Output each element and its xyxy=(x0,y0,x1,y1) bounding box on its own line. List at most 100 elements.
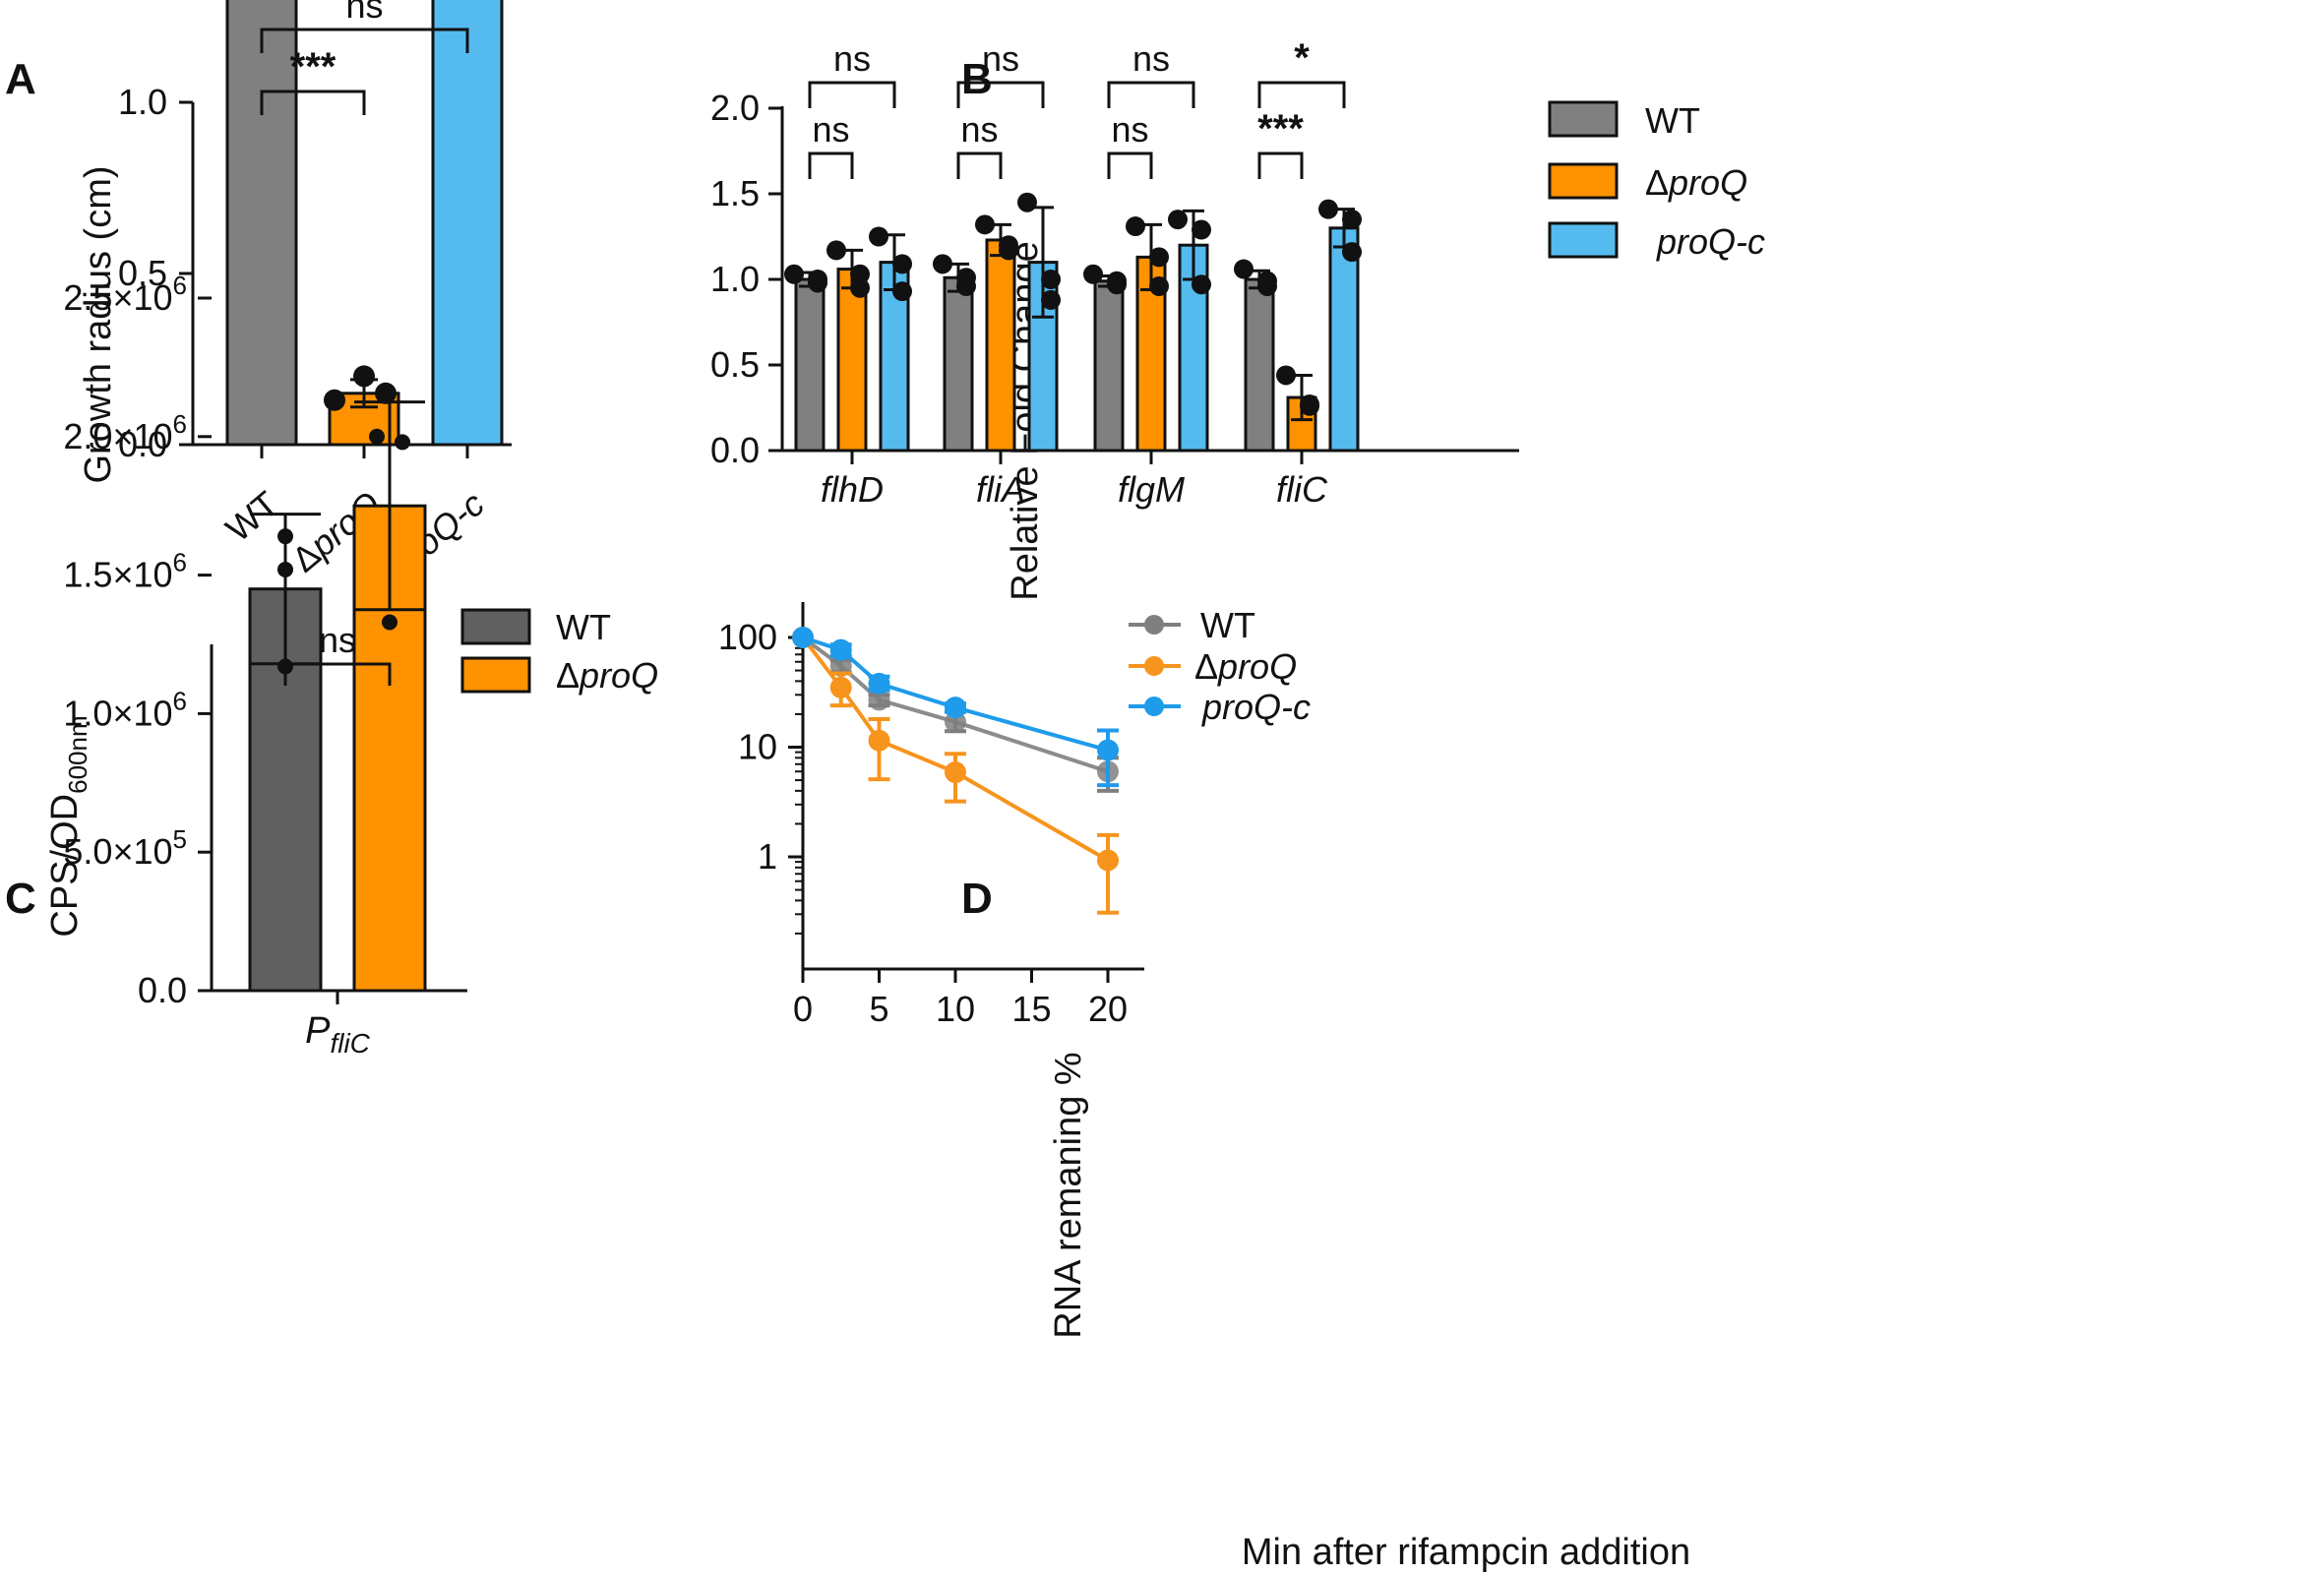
panel-b-sig-inner-label: ns xyxy=(812,109,849,150)
panel-c-ytick-label: 1.0×106 xyxy=(63,686,187,733)
panel-b-point xyxy=(1083,264,1103,284)
panel-b-bar xyxy=(1244,277,1275,453)
panel-b-point xyxy=(1257,271,1277,291)
panel-d-point xyxy=(868,689,890,711)
panel-b-point xyxy=(1149,275,1169,296)
panel-d-ylabel: RNA remaning % xyxy=(1048,1052,1089,1338)
panel-c-point xyxy=(369,428,385,445)
panel-d-xtick-label: 20 xyxy=(1088,989,1128,1029)
panel-b-point xyxy=(784,264,804,284)
panel-b-letter: B xyxy=(961,55,993,103)
panel-d-point xyxy=(868,672,890,695)
panel-b-ytick-label: 1.5 xyxy=(710,173,760,213)
panel-b-chart: Relative Fold Change 0.00.51.01.52.0flhD… xyxy=(710,36,1765,601)
panel-b-sig-outer-label: ns xyxy=(982,38,1019,79)
panel-d-legend-label: ΔproQ xyxy=(1194,646,1297,687)
panel-b-sig-outer-bracket xyxy=(1257,81,1346,108)
panel-c-legend-label: WT xyxy=(556,607,611,647)
panel-b-bar xyxy=(794,277,826,453)
panel-b-ytick-label: 2.0 xyxy=(710,88,760,128)
panel-b-point xyxy=(1168,210,1188,230)
panel-b-xtick-label: flhD xyxy=(821,469,884,510)
panel-b-sig-inner-label: *** xyxy=(1257,107,1304,151)
panel-d-point xyxy=(1097,849,1119,872)
panel-b-legend-swatch xyxy=(1548,100,1619,138)
panel-b-point xyxy=(1276,365,1296,386)
panel-b-point xyxy=(1041,289,1061,310)
panel-b-ytick-label: 0.0 xyxy=(710,430,760,470)
panel-b-point xyxy=(1149,247,1169,268)
panel-b-sig-outer-label: ns xyxy=(1132,38,1170,79)
panel-d-point xyxy=(829,654,852,677)
panel-d-xtick-label: 10 xyxy=(936,989,975,1029)
panel-d-chart: RNA remaning % Min after rifampcin addit… xyxy=(718,602,1690,1573)
panel-b-sig-outer-label: * xyxy=(1294,36,1310,80)
panel-c-ytick-label: 2.0×106 xyxy=(63,409,187,456)
panel-b-bar xyxy=(1328,226,1360,453)
panel-c-legend-swatch xyxy=(460,656,531,694)
panel-d-ytick-label: 10 xyxy=(738,727,777,767)
panel-b-point xyxy=(1318,199,1338,219)
panel-b-point xyxy=(1041,270,1061,289)
panel-b-point xyxy=(826,240,846,261)
panel-b-sig-inner-bracket xyxy=(1257,151,1304,179)
panel-b-xtick-label: fliC xyxy=(1276,469,1328,510)
panel-b-point xyxy=(892,254,912,274)
panel-d-xtick-label: 0 xyxy=(793,989,813,1029)
panel-d-point xyxy=(1097,739,1119,761)
panel-d-ytick-label: 100 xyxy=(718,617,777,657)
panel-b-point xyxy=(999,240,1018,261)
panel-a-xtick-label: WT xyxy=(218,483,286,549)
panel-c-ytick-label: 0.0 xyxy=(138,970,187,1010)
panel-b-point xyxy=(808,270,827,289)
panel-c-xlabel: PfliC xyxy=(305,1010,371,1059)
panel-b-bar xyxy=(985,238,1016,453)
panel-a-ytick-label: 0.5 xyxy=(118,253,167,293)
panel-b-bar xyxy=(943,275,974,453)
panel-d-point xyxy=(868,729,890,752)
panel-b-sig-outer-label: ns xyxy=(833,38,871,79)
panel-d-point xyxy=(829,638,852,661)
panel-b-sig-outer-bracket xyxy=(956,81,1045,108)
panel-c-ytick-label: 2.5×106 xyxy=(63,271,187,318)
panel-b-xtick-label: flgM xyxy=(1118,469,1185,510)
panel-c-sig-label: ns xyxy=(319,620,356,660)
panel-a-ylabel: Growth radius (cm) xyxy=(78,165,119,483)
panel-b-point xyxy=(1192,274,1211,295)
panel-c-point xyxy=(277,561,293,577)
panel-d-xlabel: Min after rifampcin addition xyxy=(1242,1532,1690,1573)
panel-c-legend-label: ΔproQ xyxy=(556,655,658,696)
panel-b-xtick-label: fliA xyxy=(976,469,1025,510)
panel-b-ytick-label: 0.5 xyxy=(710,344,760,385)
panel-a-ytick-label: 1.0 xyxy=(118,82,167,122)
panel-b-point xyxy=(1342,210,1362,230)
panel-d-point xyxy=(945,697,966,719)
panel-b-point xyxy=(892,281,912,302)
panel-d-legend-label: proQ-c xyxy=(1201,687,1311,727)
panel-b-legend-label: ΔproQ xyxy=(1645,162,1747,203)
panel-b-point xyxy=(1107,271,1127,291)
panel-d-legend-marker xyxy=(1144,697,1164,716)
panel-a-letter: A xyxy=(5,55,36,103)
panel-b-point xyxy=(933,254,952,274)
panel-b-sig-inner-bracket xyxy=(808,151,854,179)
panel-d-legend-label: WT xyxy=(1200,605,1255,645)
panel-d-point xyxy=(945,761,966,784)
panel-a-point xyxy=(375,382,397,404)
panel-a-ytick-label: 0.0 xyxy=(118,424,167,464)
panel-a-sig-1-bracket xyxy=(260,90,366,115)
panel-b-bar xyxy=(1093,279,1125,453)
panel-b-point xyxy=(850,277,870,298)
panel-b-ytick-label: 1.0 xyxy=(710,259,760,299)
panel-d-legend-marker xyxy=(1144,656,1164,676)
panel-c-point xyxy=(382,614,398,631)
panel-d-point xyxy=(792,627,814,648)
panel-b-legend-swatch xyxy=(1548,162,1619,200)
panel-a-bar xyxy=(225,0,298,447)
panel-b-point xyxy=(1126,216,1145,237)
panel-d-xtick-label: 15 xyxy=(1011,989,1051,1029)
panel-b-point xyxy=(1234,259,1254,279)
panel-c-point xyxy=(277,528,293,545)
panel-c-ylabel: CPS/OD600nm xyxy=(44,715,92,937)
